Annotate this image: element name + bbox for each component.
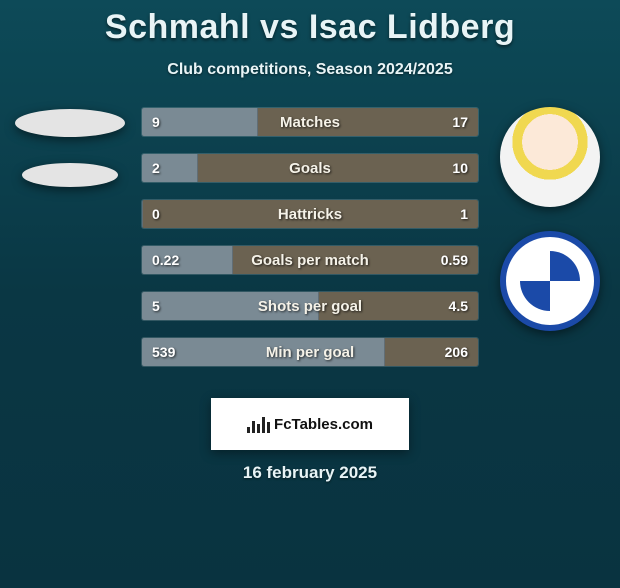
stat-bar-right: [385, 338, 478, 366]
stat-bar-right: [143, 200, 478, 228]
stat-bar-right: [258, 108, 478, 136]
stat-bar-left: [142, 108, 258, 136]
stat-row: 0.220.59Goals per match: [141, 245, 479, 275]
stat-row: 917Matches: [141, 107, 479, 137]
stat-bar-left: [142, 338, 385, 366]
stat-row: 01Hattricks: [141, 199, 479, 229]
stat-bars: 917Matches 210Goals 01Hattricks 0.220.59Goa…: [141, 107, 479, 383]
stat-row: 210Goals: [141, 153, 479, 183]
player-left-column: [10, 107, 130, 187]
player-right-club-logo: [500, 231, 600, 331]
brand-text: FcTables.com: [274, 416, 373, 433]
player-left-club-logo: [22, 163, 118, 187]
player-left-photo: [15, 109, 125, 137]
stat-bar-right: [319, 292, 478, 320]
stat-bar-left: [142, 246, 233, 274]
stat-bar-left: [142, 154, 198, 182]
brand-box: FcTables.com: [211, 398, 409, 450]
brand-icon: [247, 415, 270, 433]
stat-bar-right: [198, 154, 478, 182]
stat-bar-right: [233, 246, 478, 274]
subtitle: Club competitions, Season 2024/2025: [0, 61, 620, 79]
stat-row: 54.5Shots per goal: [141, 291, 479, 321]
stat-row: 539206Min per goal: [141, 337, 479, 367]
stat-bar-left: [142, 292, 319, 320]
date-label: 16 february 2025: [0, 463, 620, 483]
player-right-column: [490, 107, 610, 331]
player-right-photo: [500, 107, 600, 207]
page-title: Schmahl vs Isac Lidberg: [0, 8, 620, 47]
